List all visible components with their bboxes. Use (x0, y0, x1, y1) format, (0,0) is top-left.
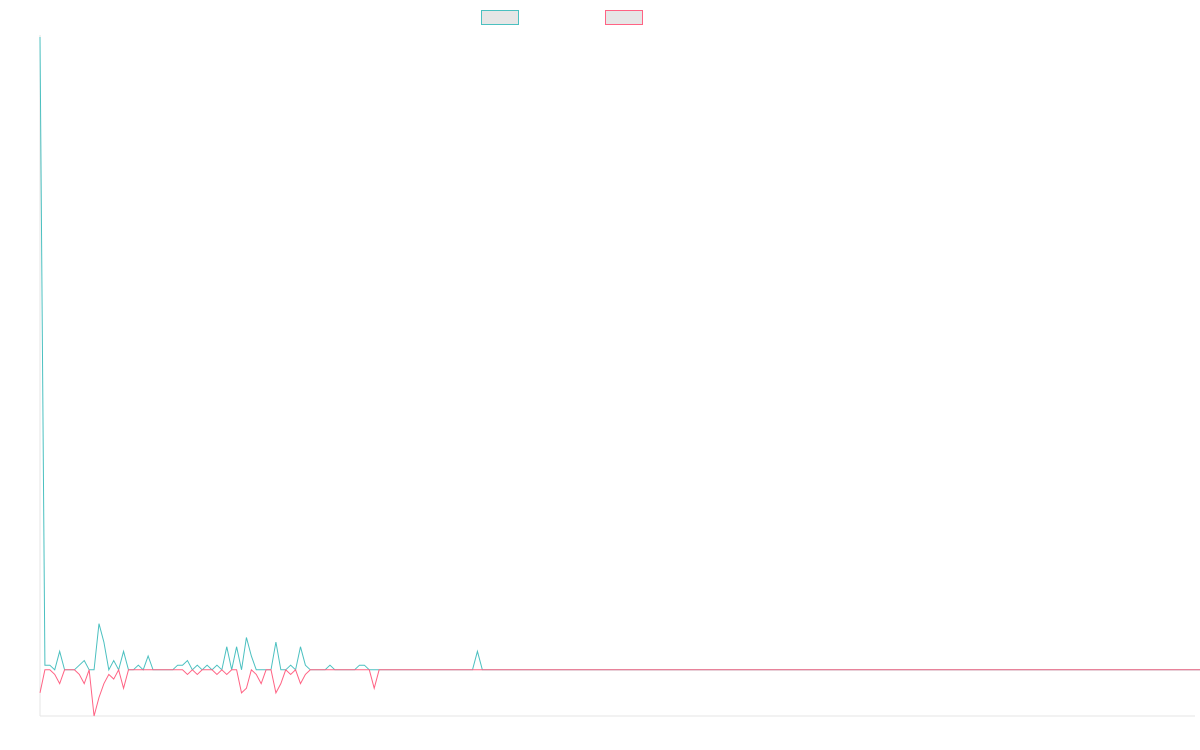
legend-swatch-series-2[interactable] (605, 10, 643, 25)
legend-swatch-series-1[interactable] (481, 10, 519, 25)
series-line-2 (39, 668, 1200, 717)
series-line-1 (39, 36, 1200, 672)
series-layer (39, 36, 1200, 717)
